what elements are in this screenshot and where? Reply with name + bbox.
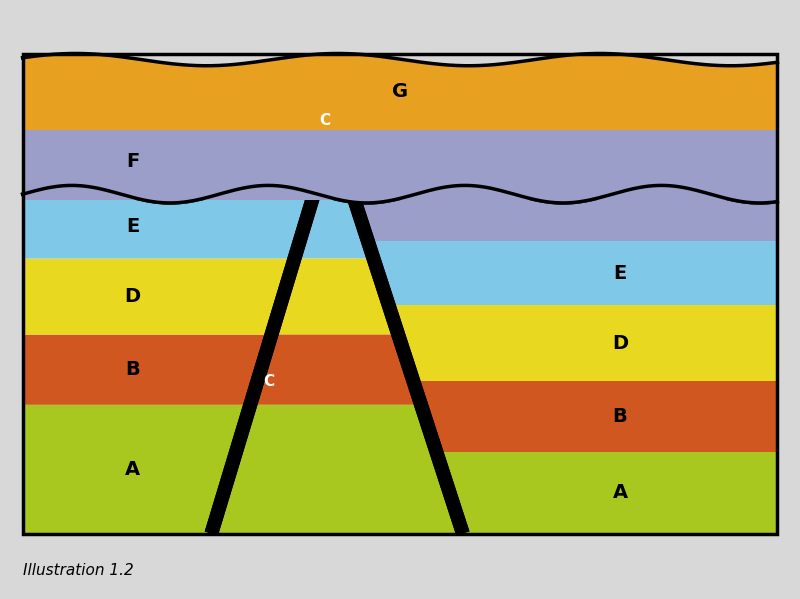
Text: D: D — [612, 334, 628, 353]
Polygon shape — [22, 194, 314, 259]
Polygon shape — [22, 130, 334, 194]
FancyBboxPatch shape — [22, 130, 778, 194]
Text: A: A — [125, 459, 140, 479]
Text: A: A — [613, 483, 628, 502]
Text: C: C — [263, 374, 274, 389]
FancyBboxPatch shape — [22, 54, 778, 130]
Polygon shape — [389, 305, 778, 382]
Text: D: D — [125, 287, 141, 306]
Text: B: B — [126, 360, 140, 379]
Bar — [22, 54, 778, 534]
Polygon shape — [271, 259, 398, 335]
FancyBboxPatch shape — [22, 54, 778, 534]
Polygon shape — [250, 335, 421, 405]
Polygon shape — [22, 259, 294, 335]
Text: G: G — [392, 82, 408, 101]
Text: F: F — [126, 153, 139, 171]
Polygon shape — [436, 452, 778, 534]
Text: Illustration 1.2: Illustration 1.2 — [22, 563, 134, 578]
Polygon shape — [211, 405, 463, 534]
Text: C: C — [319, 113, 330, 128]
Polygon shape — [332, 130, 778, 241]
FancyBboxPatch shape — [22, 48, 778, 130]
Polygon shape — [22, 405, 250, 534]
Text: E: E — [614, 264, 626, 283]
Text: B: B — [613, 407, 627, 426]
Polygon shape — [22, 335, 271, 405]
Polygon shape — [414, 382, 778, 452]
Polygon shape — [294, 132, 374, 259]
FancyBboxPatch shape — [22, 48, 778, 200]
Polygon shape — [22, 54, 356, 130]
Text: E: E — [126, 217, 139, 236]
Polygon shape — [307, 54, 778, 130]
Polygon shape — [368, 241, 778, 305]
